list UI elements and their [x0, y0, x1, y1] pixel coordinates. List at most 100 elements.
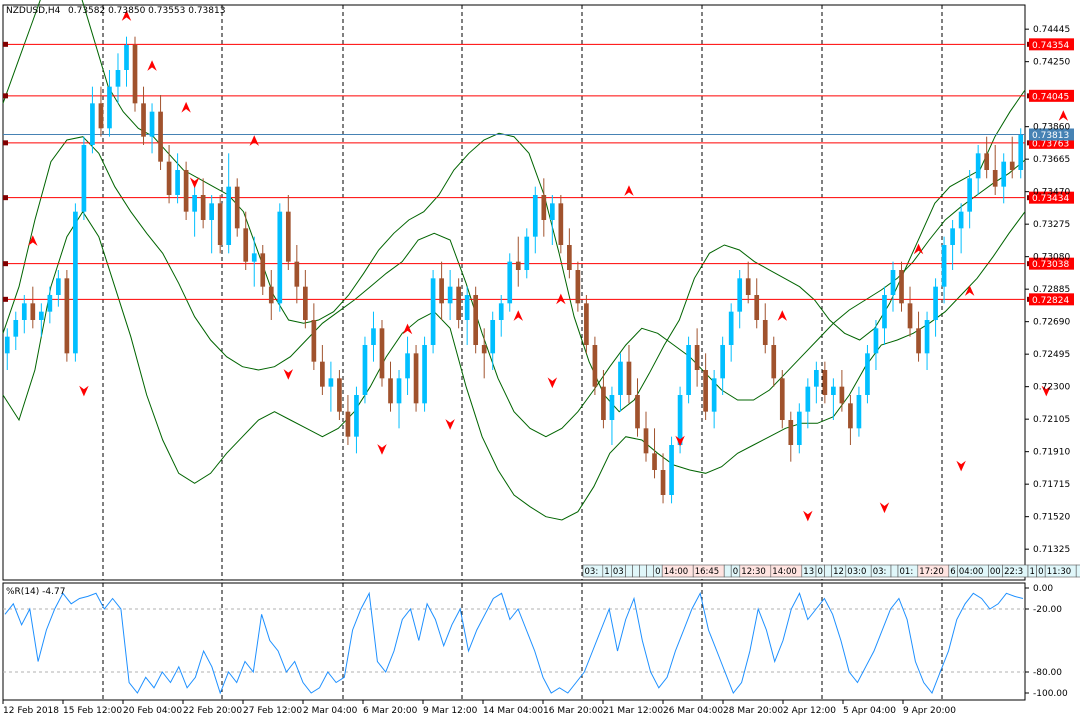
session-box-label: 00: [990, 567, 1001, 577]
fractal-down-marker: [445, 419, 455, 430]
candle-body: [711, 378, 717, 412]
candle-body: [865, 353, 870, 395]
candle-body: [873, 328, 879, 354]
candle: [1009, 136, 1015, 179]
candle: [141, 86, 146, 145]
candle: [762, 303, 768, 354]
session-box: [890, 564, 899, 578]
candle: [396, 370, 402, 429]
candle: [626, 345, 632, 404]
level-tag: [1029, 38, 1074, 51]
oscillator-tick-label: -100.00: [1033, 689, 1068, 699]
candle: [345, 395, 351, 445]
oscillator-layer: 0.00 -20.00 -80.00 -100.00: [3, 584, 1068, 699]
candle-body: [1018, 135, 1024, 170]
candle: [745, 261, 751, 304]
oscillator-pane-frame: [2, 582, 1026, 701]
candle-body: [285, 211, 291, 262]
candle-body: [439, 278, 444, 304]
candle-body: [882, 295, 887, 329]
oscillator-tick-label: -20.00: [1033, 605, 1062, 615]
candle-body: [115, 70, 121, 87]
candle-body: [302, 286, 308, 320]
candle: [268, 270, 274, 320]
candle-body: [226, 186, 232, 245]
x-tick-label: 14 Mar 04:00: [483, 706, 543, 716]
candle: [260, 245, 266, 295]
candle-body: [924, 320, 930, 354]
candle: [132, 36, 138, 112]
session-box-label: 11:30: [1047, 567, 1072, 577]
candle-body: [805, 386, 811, 412]
session-box: [723, 564, 732, 578]
session-box: [632, 564, 640, 578]
candle: [941, 236, 947, 304]
oscillator-tick-label: -80.00: [1033, 668, 1062, 678]
candle: [294, 245, 300, 304]
candle-body: [839, 386, 845, 404]
candle: [532, 186, 538, 254]
symbol-label: NZDUSD,H4: [6, 6, 61, 16]
candle: [737, 270, 743, 329]
candle-body: [243, 228, 249, 262]
session-box: [1075, 564, 1080, 578]
candle-body: [328, 378, 334, 387]
candle-body: [584, 303, 589, 345]
candle: [958, 203, 964, 254]
candle-body: [311, 320, 317, 362]
candle-body: [831, 386, 836, 395]
fractal-up-marker: [402, 323, 413, 335]
candle: [558, 195, 564, 254]
candle-body: [822, 370, 828, 395]
session-box-label: 12: [833, 567, 844, 577]
level-tag-label: 0.74045: [1032, 92, 1069, 102]
level-anchor: [3, 261, 8, 267]
candle: [618, 353, 623, 412]
fractal-up-marker: [249, 135, 259, 146]
fractal-down-marker: [189, 177, 200, 189]
candle: [813, 361, 819, 404]
level-tag-label: 0.73038: [1032, 260, 1069, 270]
candle-body: [294, 261, 300, 287]
candle-body: [575, 270, 581, 304]
candle: [541, 178, 547, 237]
candle-body: [64, 278, 70, 354]
x-tick-label: 9 Mar 12:00: [423, 706, 478, 716]
candle-body: [788, 420, 794, 445]
candle: [865, 345, 870, 404]
candle-body: [234, 186, 240, 229]
candle: [115, 53, 121, 104]
candle-body: [532, 195, 538, 237]
fractal-down-marker: [1041, 385, 1052, 397]
x-tick-label: 27 Feb 12:00: [243, 706, 302, 716]
candle: [422, 336, 427, 412]
candle-body: [958, 211, 964, 229]
x-tick-label: 22 Feb 20:00: [183, 706, 242, 716]
candle-body: [549, 203, 555, 220]
candle: [507, 253, 513, 312]
candle: [703, 353, 708, 420]
y-tick-label: 0.73665: [1033, 155, 1070, 165]
candle-body: [183, 170, 189, 212]
level-tag-label: 0.73434: [1032, 194, 1069, 204]
level-anchor: [3, 41, 8, 47]
oscillator-label: %R(14) -4.77: [6, 587, 65, 597]
middle-band-line: [2, 136, 1026, 438]
candle-body: [592, 345, 598, 387]
session-box-label: 16:45: [695, 567, 720, 577]
session-box-label: 03:: [873, 567, 887, 577]
candle: [371, 311, 376, 362]
candle-body: [21, 303, 27, 320]
session-box-label: 0: [733, 567, 738, 577]
candle: [592, 336, 598, 395]
session-box-label: 1: [604, 567, 609, 577]
candle: [47, 286, 53, 324]
oscillator-tick-label: 0.00: [1033, 584, 1053, 594]
candle: [209, 195, 215, 254]
session-box-label: 6: [950, 567, 955, 577]
candle: [788, 411, 794, 462]
candle-body: [541, 195, 547, 220]
candle-body: [345, 411, 351, 437]
